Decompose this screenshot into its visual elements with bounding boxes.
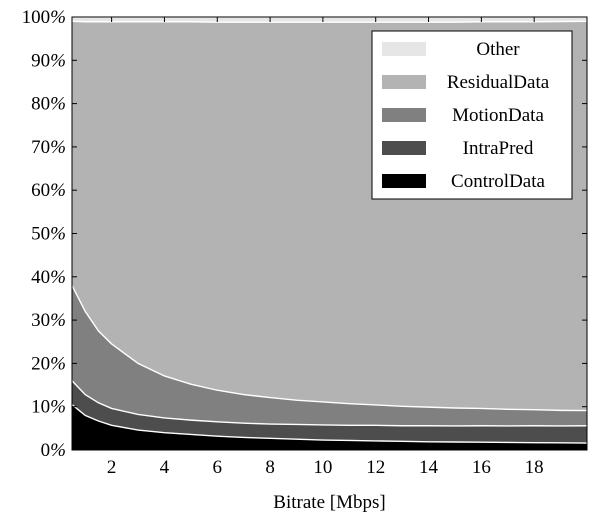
legend: Other ResidualData MotionData IntraPred Cont… xyxy=(371,30,573,200)
y-axis-ticks: 0% 10% 20% 30% 40% 50% 60% 70% 80% 90% 100% xyxy=(22,7,587,461)
y-tick-label: 70% xyxy=(31,137,66,158)
x-tick-label: 6 xyxy=(213,457,223,478)
x-axis-title: Bitrate [Mbps] xyxy=(273,492,385,513)
legend-swatch-other xyxy=(382,42,426,56)
area-controldata xyxy=(72,404,587,450)
x-axis-ticks: 2 4 6 8 10 12 14 16 18 xyxy=(107,17,544,478)
area-other xyxy=(72,17,587,23)
legend-label-other: Other xyxy=(476,39,520,60)
area-motiondata xyxy=(72,285,587,426)
y-tick-label: 10% xyxy=(31,397,66,418)
boundary-line-motiondata xyxy=(71,285,588,412)
x-tick-label: 4 xyxy=(160,457,170,478)
legend-swatch-controldata xyxy=(382,174,426,188)
legend-swatch-motiondata xyxy=(382,108,426,122)
legend-label-motiondata: MotionData xyxy=(452,105,544,126)
y-tick-label: 30% xyxy=(31,310,66,331)
y-tick-label: 80% xyxy=(31,94,66,115)
x-tick-label: 10 xyxy=(313,457,332,478)
y-tick-label: 40% xyxy=(31,267,66,288)
boundary-line-intrapred xyxy=(71,380,588,427)
x-tick-label: 18 xyxy=(525,457,544,478)
y-tick-label: 60% xyxy=(31,180,66,201)
x-tick-label: 8 xyxy=(265,457,275,478)
boundary-line-residualdata xyxy=(71,20,588,23)
y-tick-label: 50% xyxy=(31,224,66,245)
x-tick-label: 12 xyxy=(366,457,385,478)
legend-swatch-intrapred xyxy=(382,141,426,155)
boundary-line-controldata xyxy=(71,403,588,444)
x-tick-label: 16 xyxy=(472,457,491,478)
y-tick-label: 100% xyxy=(22,7,66,28)
x-tick-label: 2 xyxy=(107,457,117,478)
legend-label-intrapred: IntraPred xyxy=(463,138,534,159)
legend-swatch-residualdata xyxy=(382,75,426,89)
y-tick-label: 0% xyxy=(41,440,66,461)
x-tick-label: 14 xyxy=(419,457,439,478)
legend-label-residualdata: ResidualData xyxy=(447,72,550,93)
area-intrapred xyxy=(72,380,587,444)
legend-label-controldata: ControlData xyxy=(451,171,545,192)
y-tick-label: 20% xyxy=(31,353,66,374)
y-tick-label: 90% xyxy=(31,50,66,71)
